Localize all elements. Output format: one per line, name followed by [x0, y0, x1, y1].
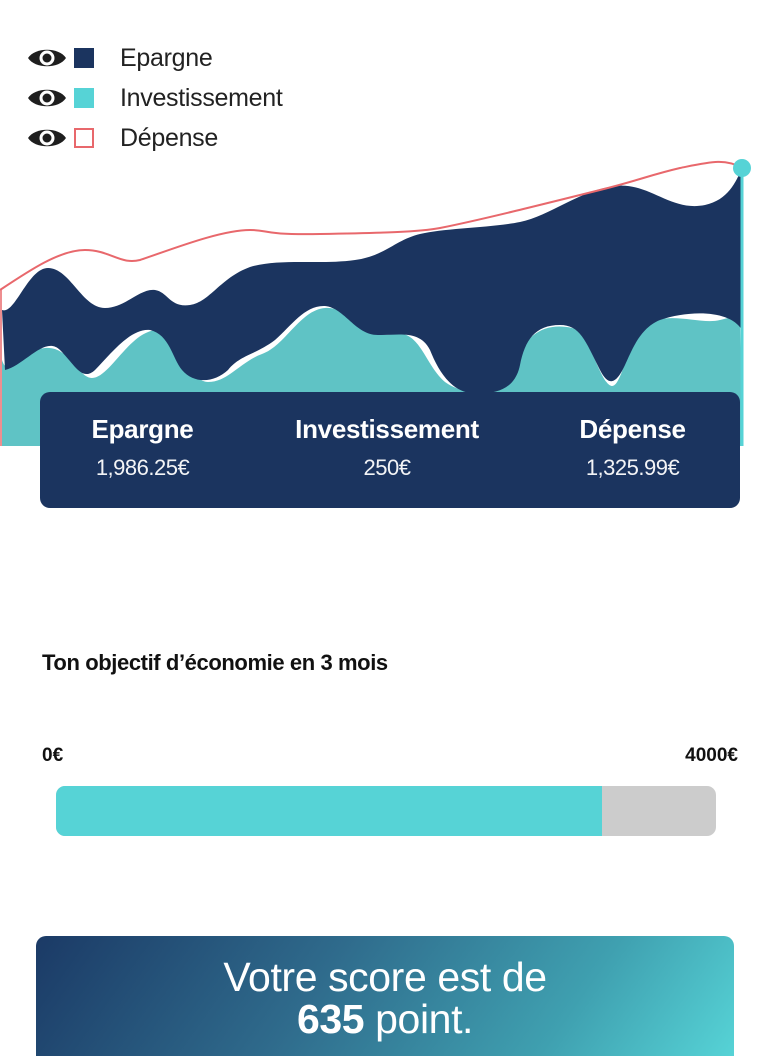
score-text: Votre score est de: [223, 954, 547, 1000]
legend-swatch-investissement: [74, 88, 94, 108]
eye-icon[interactable]: [26, 124, 68, 152]
summary-card: Epargne 1,986.25€ Investissement 250€ Dé…: [40, 392, 740, 508]
summary-epargne-title: Epargne: [91, 414, 194, 444]
summary-investissement-title: Investissement: [295, 414, 479, 444]
savings-progress-fill: [56, 786, 602, 836]
score-suffix: point.: [364, 996, 474, 1042]
legend-swatch-depense: [74, 128, 94, 148]
eye-icon[interactable]: [26, 84, 68, 112]
legend-swatch-epargne: [74, 48, 94, 68]
summary-investissement-value: 250€: [363, 455, 411, 480]
line-depense: [0, 160, 743, 291]
summary-depense-title: Dépense: [579, 414, 686, 444]
summary-depense: Dépense 1,325.99€: [530, 414, 735, 481]
legend-label-depense: Dépense: [120, 123, 218, 152]
eye-icon[interactable]: [26, 44, 68, 72]
cursor-handle[interactable]: [733, 159, 751, 177]
savings-goal-title: Ton objectif d’économie en 3 mois: [42, 650, 388, 675]
score-points-line: 635 point.: [36, 998, 734, 1040]
savings-progress-bar: [56, 786, 716, 836]
goal-min-label: 0€: [42, 745, 64, 766]
score-banner: Votre score est de 635 point.: [36, 936, 734, 1056]
legend-label-epargne: Epargne: [120, 43, 213, 72]
legend-item-investissement[interactable]: Investissement: [26, 78, 283, 118]
area-epargne: [2, 168, 742, 394]
legend-item-epargne[interactable]: Epargne: [26, 38, 283, 78]
summary-investissement: Investissement 250€: [262, 414, 512, 481]
score-value: 635: [296, 996, 365, 1042]
summary-epargne-value: 1,986.25€: [95, 455, 190, 480]
summary-depense-value: 1,325.99€: [585, 455, 680, 480]
summary-epargne: Epargne 1,986.25€: [40, 414, 245, 481]
chart-legend: Epargne Investissement Dépense: [26, 38, 283, 158]
legend-item-depense[interactable]: Dépense: [26, 118, 283, 158]
goal-max-label: 4000€: [685, 745, 738, 766]
legend-label-investissement: Investissement: [120, 83, 283, 112]
